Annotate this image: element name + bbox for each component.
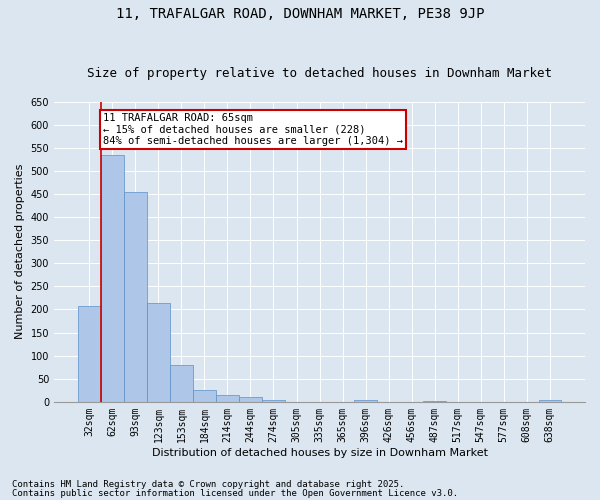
Bar [101, 154, 124, 402]
Bar [124, 192, 146, 402]
Bar [355, 400, 377, 402]
Text: 11 TRAFALGAR ROAD: 65sqm
← 15% of detached houses are smaller (228)
84% of semi-: 11 TRAFALGAR ROAD: 65sqm ← 15% of detach… [103, 113, 403, 146]
Text: 11, TRAFALGAR ROAD, DOWNHAM MARKET, PE38 9JP: 11, TRAFALGAR ROAD, DOWNHAM MARKET, PE38… [116, 8, 484, 22]
Y-axis label: Number of detached properties: Number of detached properties [15, 164, 25, 340]
Bar [170, 365, 193, 402]
Text: Contains public sector information licensed under the Open Government Licence v3: Contains public sector information licen… [12, 489, 458, 498]
Bar [262, 400, 284, 402]
Title: Size of property relative to detached houses in Downham Market: Size of property relative to detached ho… [87, 66, 552, 80]
Text: Contains HM Land Registry data © Crown copyright and database right 2025.: Contains HM Land Registry data © Crown c… [12, 480, 404, 489]
Bar [539, 400, 561, 402]
Bar [424, 401, 446, 402]
Bar [147, 304, 170, 402]
Bar [78, 306, 101, 402]
Bar [239, 397, 262, 402]
X-axis label: Distribution of detached houses by size in Downham Market: Distribution of detached houses by size … [152, 448, 488, 458]
Bar [216, 396, 239, 402]
Bar [193, 390, 215, 402]
